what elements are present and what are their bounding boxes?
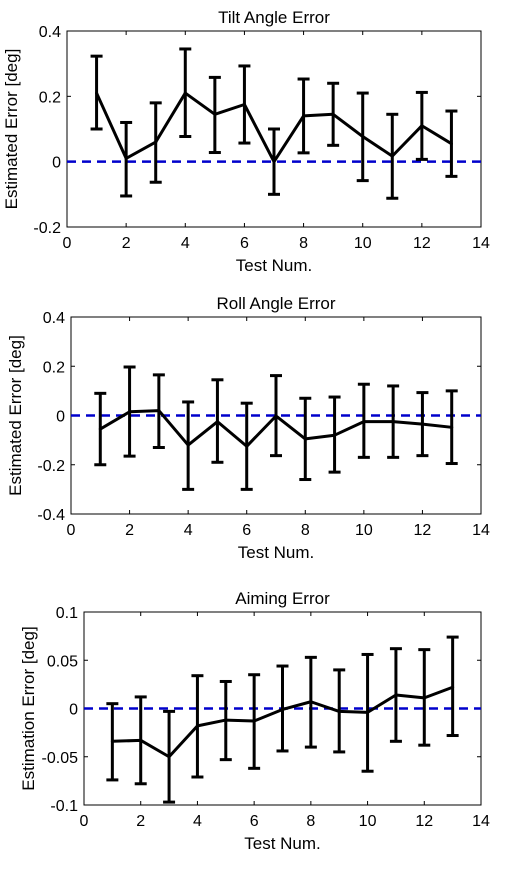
- y-tick-label: 0.2: [43, 359, 65, 376]
- data-point: [213, 112, 217, 116]
- data-point: [154, 140, 158, 144]
- x-tick-label: 12: [415, 813, 433, 830]
- x-axis-label: Test Num.: [238, 543, 315, 562]
- data-point: [420, 422, 424, 426]
- y-tick-label: -0.2: [37, 458, 65, 475]
- data-point: [281, 707, 284, 711]
- x-axis-label: Test Num.: [244, 834, 321, 853]
- chart-panel-3: 0 2 4 6 8 10 12 14 -0.1 -0.05 0 0.05 0.1 Aiming Error…: [19, 589, 490, 853]
- x-tick-label: 0: [67, 522, 76, 539]
- data-point: [451, 685, 455, 689]
- x-tick-label: 14: [472, 235, 490, 252]
- data-point: [167, 755, 171, 759]
- data-point: [157, 409, 161, 413]
- data-point: [390, 154, 394, 158]
- x-tick-label: 6: [240, 235, 249, 252]
- chart-panel-2: 0 2 4 6 8 10 12 14 -0.4 -0.2 0 0.2 0.4 Roll Angle Err…: [6, 294, 490, 562]
- data-point: [195, 724, 199, 728]
- chart-title: Aiming Error: [235, 589, 330, 608]
- x-tick-label: 8: [301, 522, 310, 539]
- x-tick-label: 10: [355, 522, 373, 539]
- x-tick-label: 10: [354, 235, 372, 252]
- data-point: [422, 696, 426, 700]
- x-tick-label: 14: [472, 813, 490, 830]
- x-tick-label: 8: [306, 813, 315, 830]
- y-axis-label: Estimated Error [deg]: [2, 49, 21, 210]
- y-tick-label: -0.1: [50, 798, 78, 815]
- x-tick-label: 4: [181, 235, 190, 252]
- x-tick-label: 12: [414, 522, 432, 539]
- data-point: [95, 91, 99, 95]
- x-tick-label: 2: [125, 522, 134, 539]
- data-point: [224, 718, 228, 722]
- chart-title: Roll Angle Error: [216, 294, 335, 313]
- data-point: [110, 739, 114, 743]
- data-point: [139, 738, 143, 742]
- y-tick-label: 0.2: [39, 89, 61, 106]
- data-point: [128, 410, 132, 414]
- data-point: [245, 444, 249, 448]
- plot-frame: [66, 30, 482, 228]
- data-point: [450, 425, 454, 429]
- x-tick-label: 6: [250, 813, 259, 830]
- y-tick-label: 0: [56, 409, 65, 426]
- x-tick-label: 6: [242, 522, 251, 539]
- y-tick-label: 0: [52, 155, 61, 172]
- y-tick-label: 0.05: [47, 653, 78, 670]
- y-tick-label: -0.05: [42, 750, 79, 767]
- data-point: [272, 160, 276, 164]
- x-tick-label: 0: [63, 235, 72, 252]
- x-tick-label: 14: [472, 522, 490, 539]
- data-point: [215, 420, 219, 424]
- data-point: [242, 103, 246, 106]
- y-axis-label: Estimation Error [deg]: [19, 626, 38, 790]
- x-tick-label: 8: [299, 235, 308, 252]
- data-point: [337, 709, 341, 713]
- data-point: [252, 719, 256, 723]
- data-point: [420, 124, 424, 128]
- x-tick-label: 2: [122, 235, 131, 252]
- y-axis-label: Estimated Error [deg]: [6, 335, 25, 496]
- y-tick-label: 0.4: [43, 310, 65, 327]
- y-tick-label: 0: [69, 702, 78, 719]
- data-point: [124, 156, 128, 160]
- x-tick-label: 12: [413, 235, 431, 252]
- data-point: [394, 693, 398, 697]
- data-point: [183, 91, 187, 95]
- x-tick-label: 2: [136, 813, 145, 830]
- data-point: [302, 114, 306, 118]
- data-point: [98, 427, 102, 431]
- y-tick-label: 0.4: [39, 24, 61, 41]
- data-point: [331, 112, 335, 116]
- x-tick-label: 10: [359, 813, 377, 830]
- x-tick-label: 4: [193, 813, 202, 830]
- x-tick-label: 4: [184, 522, 193, 539]
- data-point: [362, 420, 366, 424]
- data-point: [309, 700, 313, 704]
- x-tick-label: 0: [80, 813, 89, 830]
- data-point: [366, 710, 370, 714]
- data-point: [186, 443, 190, 447]
- data-point: [449, 142, 453, 146]
- chart-title: Tilt Angle Error: [218, 8, 330, 27]
- x-axis-label: Test Num.: [236, 256, 313, 275]
- data-point: [361, 135, 365, 139]
- y-tick-label: 0.1: [56, 605, 78, 622]
- y-tick-label: -0.4: [37, 507, 65, 524]
- data-point: [274, 414, 278, 418]
- data-point: [333, 433, 337, 437]
- y-tick-label: -0.2: [33, 220, 61, 237]
- data-point: [391, 420, 395, 424]
- data-point: [303, 437, 307, 441]
